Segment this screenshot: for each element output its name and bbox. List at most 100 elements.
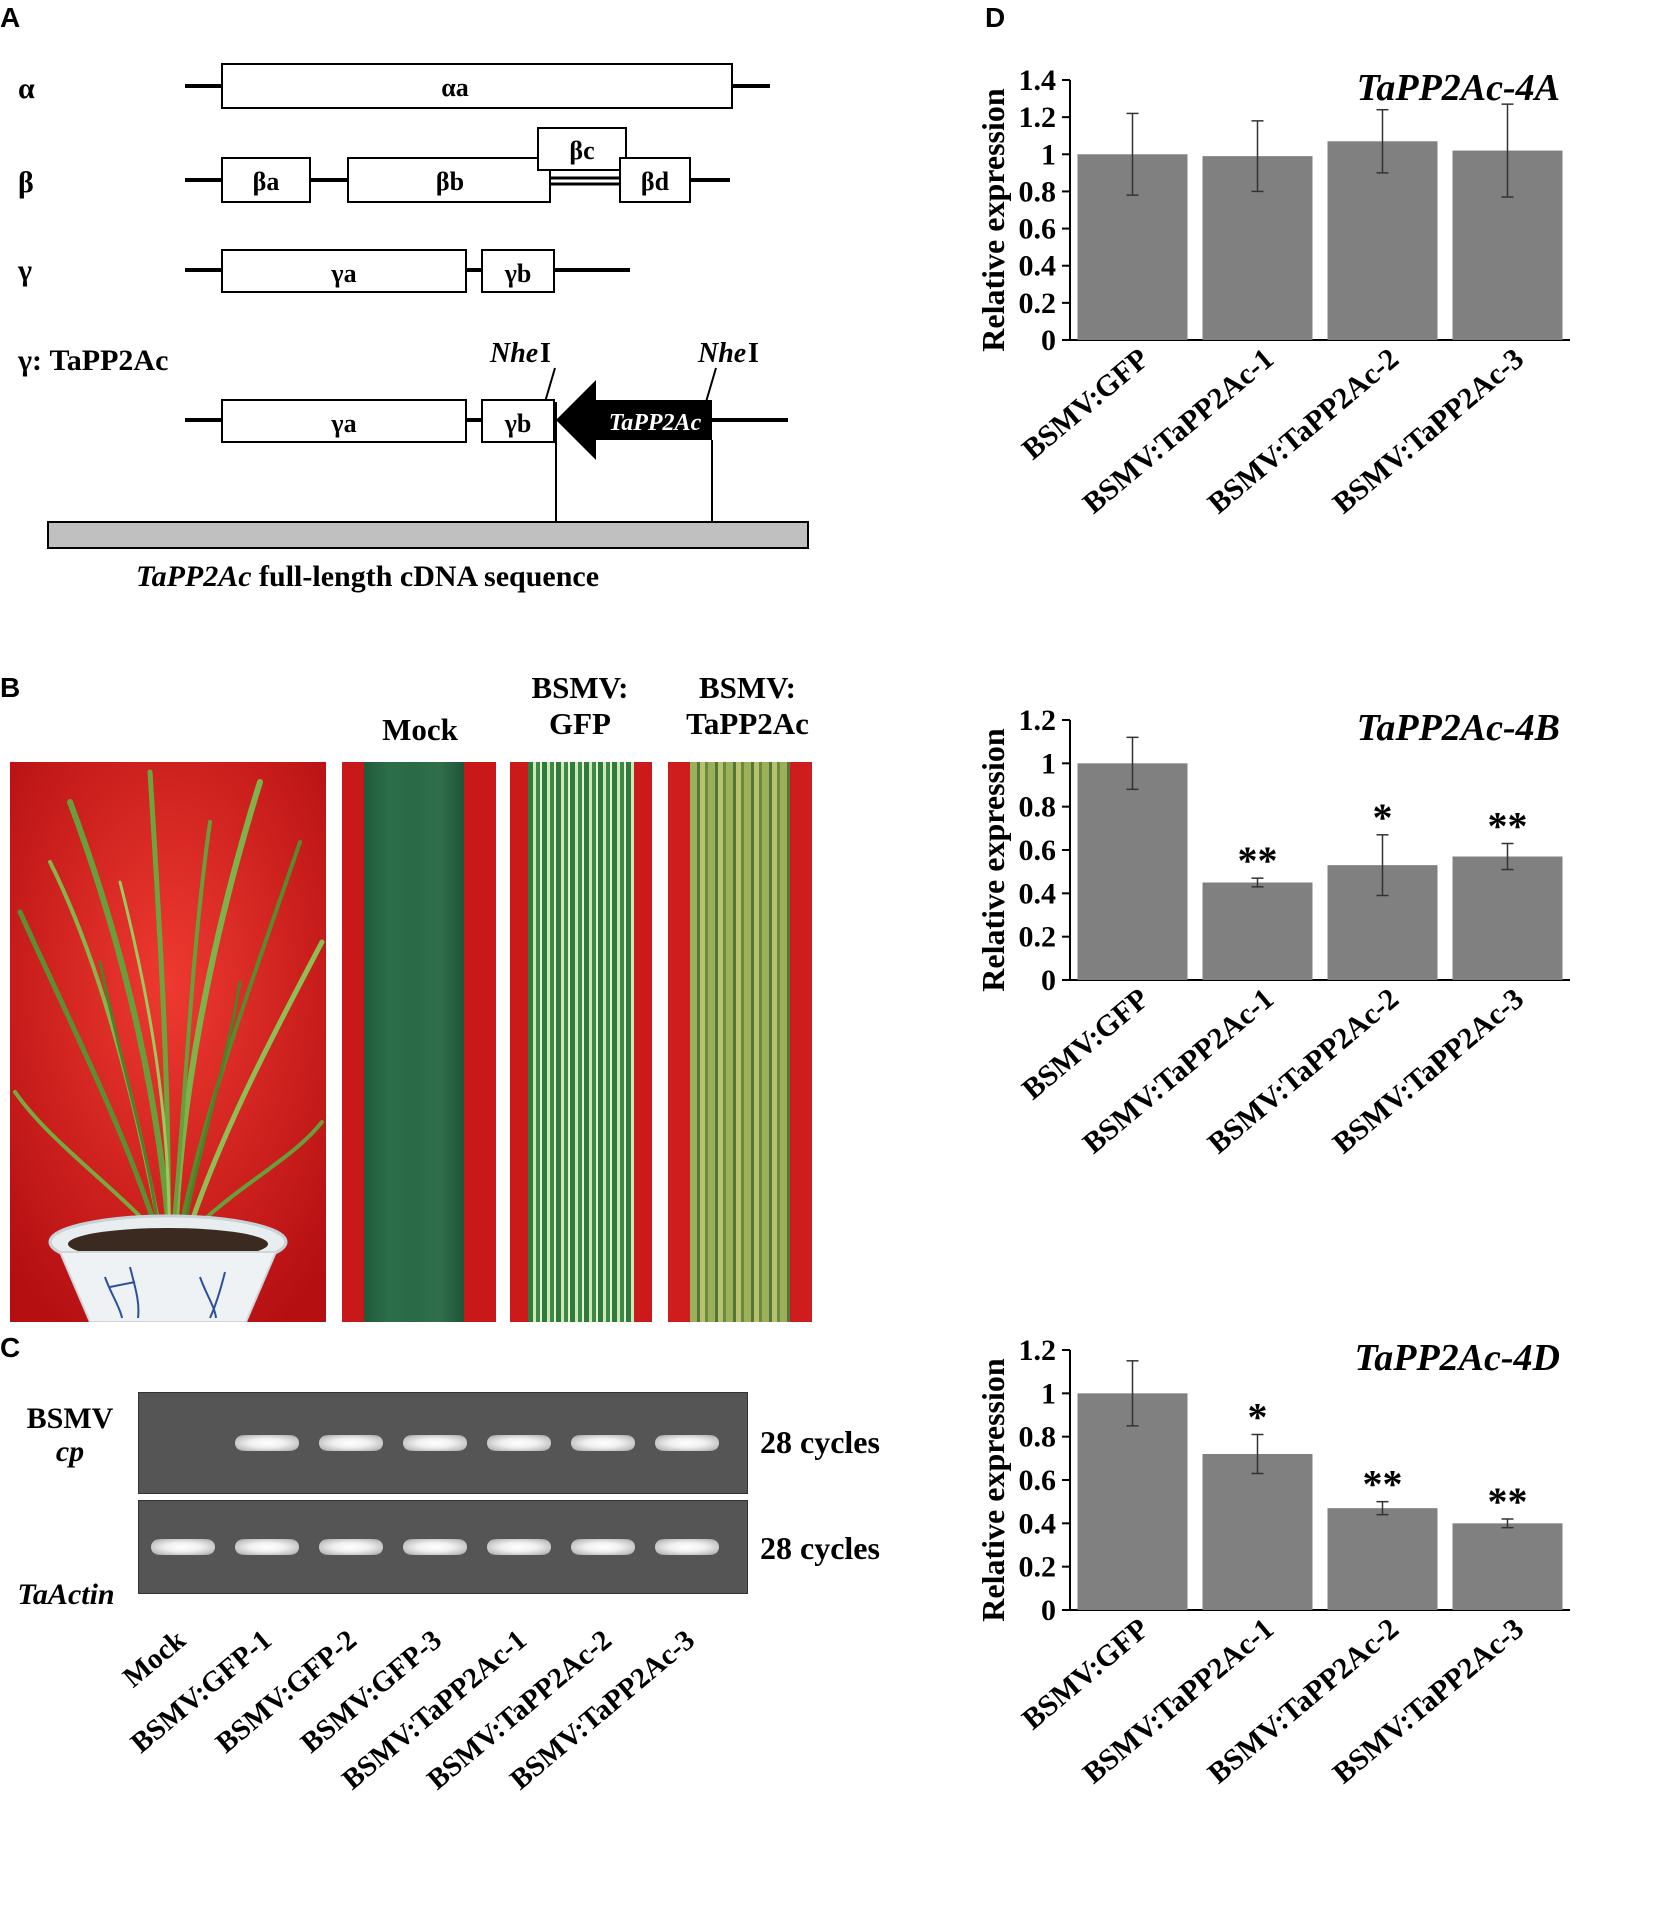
gel-band bbox=[487, 1435, 551, 1451]
bar bbox=[1452, 856, 1563, 980]
y-tick-label: 0.6 bbox=[1019, 213, 1057, 246]
nhe-site-left-suffix: I bbox=[540, 338, 551, 369]
y-tick-label: 0.6 bbox=[1019, 1464, 1057, 1497]
gel-row-label-cp-line1: BSMV bbox=[26, 1402, 114, 1435]
y-tick-label: 1.4 bbox=[1019, 64, 1057, 97]
chart-title: TaPP2Ac-4B bbox=[1357, 707, 1560, 749]
y-tick-label: 0 bbox=[1041, 964, 1056, 997]
nhe-pointer-left bbox=[544, 367, 556, 403]
y-axis-label: Relative expression bbox=[975, 88, 1011, 352]
beta-box-b bbox=[347, 157, 551, 203]
bar bbox=[1202, 1454, 1313, 1610]
label-gfp-line1: BSMV: bbox=[531, 670, 629, 705]
y-tick-label: 0.2 bbox=[1019, 921, 1057, 954]
bar bbox=[1327, 1508, 1438, 1610]
label-gfp-line2: GFP bbox=[549, 705, 611, 741]
vector-diagram: α αa β βa βb βc βd γ γa γb γ: TaPP2Ac Nh… bbox=[17, 63, 809, 593]
gel-cp bbox=[138, 1392, 748, 1494]
gel-row-label-cp-line2: cp bbox=[55, 1435, 85, 1468]
beta-box-d-label: βd bbox=[641, 167, 670, 196]
alpha-box-a bbox=[221, 63, 733, 109]
y-tick-label: 1.2 bbox=[1019, 101, 1057, 134]
y-tick-label: 0.6 bbox=[1019, 834, 1057, 867]
y-tick-label: 0.4 bbox=[1019, 250, 1057, 283]
gel-band bbox=[151, 1539, 215, 1555]
beta-box-c-label: βc bbox=[569, 136, 594, 165]
significance-mark: ** bbox=[1488, 804, 1528, 849]
gel-band bbox=[655, 1435, 719, 1451]
y-tick-label: 0.2 bbox=[1019, 287, 1057, 320]
cdna-bar bbox=[47, 521, 809, 549]
nhe-site-left: Nhe bbox=[489, 338, 538, 369]
gel-band bbox=[235, 1539, 299, 1555]
lane-label: Mock bbox=[117, 1623, 192, 1694]
gamma-box-b-label: γb bbox=[504, 259, 532, 288]
label-tapp2ac: BSMV: TaPP2Ac bbox=[660, 670, 835, 741]
gel-band bbox=[571, 1539, 635, 1555]
gel-band bbox=[235, 1435, 299, 1451]
nhe-site-right: Nhe bbox=[697, 338, 746, 369]
cdna-text: full-length cDNA sequence bbox=[252, 560, 600, 593]
nhe-site-right-suffix: I bbox=[748, 338, 759, 369]
tapp2ac-insert-arrow bbox=[556, 380, 712, 460]
y-axis-label: Relative expression bbox=[975, 1358, 1011, 1622]
y-tick-label: 0.8 bbox=[1019, 1421, 1057, 1454]
gamma-box-a-label: γa bbox=[330, 259, 356, 288]
panel-letter-c: C bbox=[0, 1332, 21, 1363]
y-tick-label: 1 bbox=[1041, 138, 1056, 171]
y-tick-label: 1.2 bbox=[1019, 1334, 1057, 1367]
y-tick-label: 1.2 bbox=[1019, 704, 1057, 737]
y-tick-label: 0 bbox=[1041, 324, 1056, 357]
alpha-box-a-label: αa bbox=[441, 73, 469, 102]
gel-band bbox=[487, 1539, 551, 1555]
y-tick-label: 0.8 bbox=[1019, 175, 1057, 208]
bar bbox=[1327, 141, 1438, 340]
beta-box-b-label: βb bbox=[436, 167, 464, 196]
significance-mark: ** bbox=[1238, 838, 1278, 883]
cycles-label-actin: 28 cycles bbox=[760, 1530, 880, 1566]
beta-box-a-label: βa bbox=[253, 167, 280, 196]
panel-letter-d: D bbox=[985, 2, 1006, 33]
beta-label: β bbox=[18, 166, 34, 199]
plant-photo bbox=[10, 762, 326, 1322]
panel-letter-a: A bbox=[0, 2, 21, 33]
construct-label: γ: TaPP2Ac bbox=[17, 344, 168, 377]
leaf-blade-tapp2ac bbox=[690, 762, 790, 1322]
nhe-pointer-right bbox=[705, 367, 717, 403]
tapp2ac-insert-label: TaPP2Ac bbox=[609, 410, 702, 436]
y-tick-label: 0.4 bbox=[1019, 877, 1057, 910]
gel-actin bbox=[138, 1500, 748, 1594]
gel-band bbox=[403, 1539, 467, 1555]
bar bbox=[1077, 1393, 1188, 1610]
plant-illustration bbox=[10, 762, 326, 1322]
construct-box-b bbox=[481, 399, 555, 443]
chart-title: TaPP2Ac-4A bbox=[1357, 67, 1560, 109]
gel-band bbox=[403, 1435, 467, 1451]
label-tapp2ac-line1: BSMV: bbox=[698, 670, 797, 705]
bar bbox=[1202, 882, 1313, 980]
gamma-label: γ bbox=[17, 254, 32, 287]
cdna-label: TaPP2Ac full-length cDNA sequence bbox=[136, 560, 599, 593]
alpha-label: α bbox=[18, 72, 35, 105]
gamma-box-b bbox=[481, 249, 555, 293]
y-axis-label: Relative expression bbox=[975, 728, 1011, 992]
leaf-blade-mock bbox=[364, 762, 464, 1322]
beta-box-c bbox=[537, 127, 627, 171]
label-tapp2ac-line2: TaPP2Ac bbox=[686, 705, 809, 741]
bar bbox=[1452, 1523, 1563, 1610]
y-tick-label: 0.2 bbox=[1019, 1551, 1057, 1584]
significance-mark: ** bbox=[1363, 1462, 1403, 1507]
gel-band bbox=[319, 1539, 383, 1555]
leaf-photo-tapp2ac bbox=[668, 762, 812, 1322]
beta-box-d bbox=[619, 157, 691, 203]
chart-title: TaPP2Ac-4D bbox=[1355, 1337, 1560, 1379]
construct-box-a-label: γa bbox=[330, 409, 356, 438]
significance-mark: * bbox=[1248, 1395, 1268, 1440]
beta-box-a bbox=[221, 157, 311, 203]
leaf-blade-gfp bbox=[528, 762, 634, 1322]
leaf-photo-gfp bbox=[510, 762, 652, 1322]
gel-band bbox=[571, 1435, 635, 1451]
